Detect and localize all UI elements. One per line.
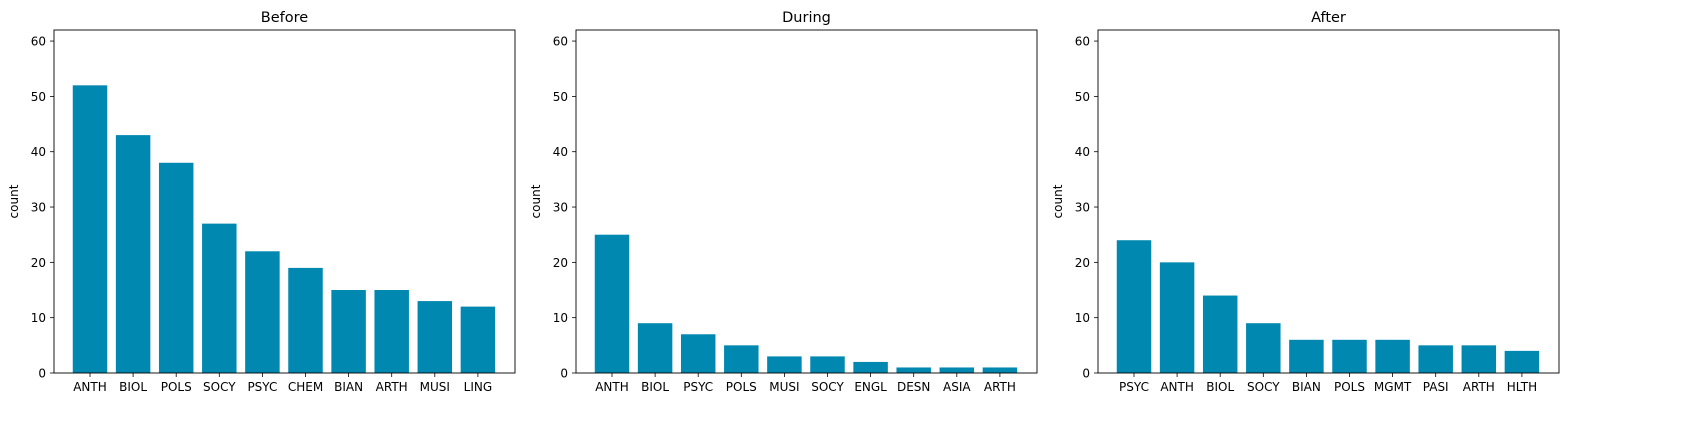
bar <box>1202 295 1238 373</box>
x-tick-label: HLTH <box>1507 380 1537 394</box>
subplot-before: Before count ANTH BIOL POLS SOCY PSYC CHEM BIAN A… <box>7 10 516 394</box>
x-tick-label: ARTH <box>376 380 408 394</box>
chart-title: After <box>1311 10 1346 26</box>
bar <box>331 290 366 373</box>
y-tick-label: 60 <box>1075 35 1090 49</box>
bar <box>1246 323 1281 373</box>
chart-title: During <box>782 10 831 26</box>
axes-frame <box>53 29 516 374</box>
y-axis-label: count <box>1051 184 1065 218</box>
bar <box>594 234 630 373</box>
y-axis-label: count <box>529 184 543 218</box>
bar <box>767 356 802 373</box>
y-tick-label: 20 <box>553 256 568 270</box>
x-tick-label: SOCY <box>203 380 236 394</box>
y-tick-label: 40 <box>31 145 46 159</box>
bar <box>245 251 280 373</box>
x-tick-label: ARTH <box>1463 380 1495 394</box>
y-tick-label: 30 <box>1075 201 1090 215</box>
y-tick-label: 10 <box>1075 311 1090 325</box>
x-tick-label: SOCY <box>811 380 844 394</box>
y-tick-label: 30 <box>31 201 46 215</box>
x-tick-label: BIOL <box>1206 380 1234 394</box>
x-tick-label: ENGL <box>854 380 887 394</box>
bar <box>1461 345 1497 373</box>
bar <box>1116 240 1152 373</box>
bar <box>1504 350 1540 373</box>
bar <box>1289 339 1324 373</box>
bar <box>417 301 453 373</box>
y-tick-label: 0 <box>38 367 46 381</box>
bar <box>724 345 759 373</box>
bar <box>460 306 496 373</box>
y-tick-label: 50 <box>1075 90 1090 104</box>
bar <box>982 367 1018 373</box>
x-tick-label: PSYC <box>1119 380 1149 394</box>
bar <box>115 135 151 373</box>
x-tick-label: ASIA <box>943 380 971 394</box>
axes-frame <box>1097 29 1560 374</box>
bar <box>1332 339 1367 373</box>
x-tick-label: BIAN <box>1292 380 1321 394</box>
x-tick-label: BIOL <box>641 380 669 394</box>
bar <box>1159 262 1195 373</box>
bar <box>896 367 931 373</box>
y-tick-label: 50 <box>31 90 46 104</box>
x-tick-label: POLS <box>161 380 192 394</box>
x-tick-label: POLS <box>726 380 757 394</box>
bar <box>158 162 194 373</box>
y-tick-label: 50 <box>553 90 568 104</box>
bar <box>1418 345 1453 373</box>
bar <box>939 367 975 373</box>
x-tick-label: MUSI <box>420 380 450 394</box>
bar <box>680 334 716 373</box>
x-tick-label: LING <box>464 380 493 394</box>
x-tick-label: MGMT <box>1374 380 1412 394</box>
y-tick-label: 10 <box>553 311 568 325</box>
x-tick-label: BIOL <box>119 380 147 394</box>
x-tick-label: DESN <box>897 380 930 394</box>
x-tick-label: CHEM <box>288 380 323 394</box>
bar <box>288 267 323 373</box>
bar <box>1375 339 1410 373</box>
x-tick-label: PSYC <box>683 380 713 394</box>
bar <box>374 290 409 373</box>
bar <box>202 223 237 373</box>
x-tick-label: PASI <box>1423 380 1449 394</box>
y-tick-label: 10 <box>31 311 46 325</box>
bar <box>637 323 673 373</box>
x-tick-label: PSYC <box>247 380 277 394</box>
bar <box>853 361 888 373</box>
y-tick-label: 20 <box>31 256 46 270</box>
x-tick-label: ANTH <box>595 380 629 394</box>
chart-title: Before <box>261 10 308 26</box>
x-tick-label: ANTH <box>73 380 107 394</box>
y-tick-label: 40 <box>553 145 568 159</box>
y-tick-label: 20 <box>1075 256 1090 270</box>
subplot-after: After count PSYC ANTH BIOL SOCY BIAN POLS MGMT PA… <box>1051 10 1560 394</box>
x-tick-label: ARTH <box>984 380 1016 394</box>
x-tick-label: BIAN <box>334 380 363 394</box>
x-tick-label: SOCY <box>1247 380 1280 394</box>
axes-frame <box>575 29 1038 374</box>
y-tick-label: 40 <box>1075 145 1090 159</box>
y-tick-label: 60 <box>553 35 568 49</box>
y-tick-label: 0 <box>560 367 568 381</box>
bar <box>72 85 108 374</box>
subplot-during: During count ANTH BIOL PSYC POLS MUSI SOCY ENGL D… <box>529 10 1038 394</box>
y-tick-label: 0 <box>1082 367 1090 381</box>
y-tick-label: 60 <box>31 35 46 49</box>
y-axis-label: count <box>7 184 21 218</box>
y-tick-label: 30 <box>553 201 568 215</box>
x-tick-label: MUSI <box>769 380 799 394</box>
bar <box>810 356 845 373</box>
x-tick-label: ANTH <box>1160 380 1194 394</box>
x-tick-label: POLS <box>1334 380 1365 394</box>
